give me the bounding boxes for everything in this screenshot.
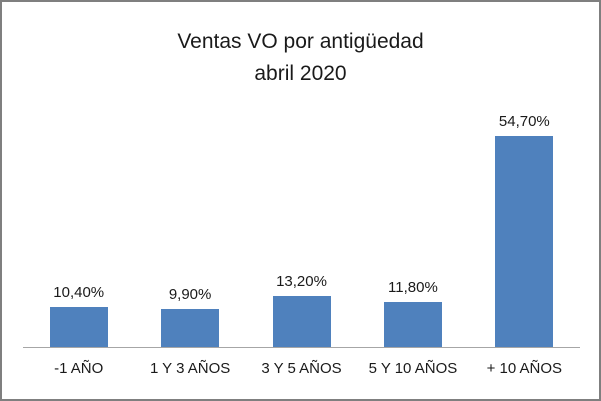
bar-3	[272, 296, 331, 347]
bar-4	[383, 302, 442, 347]
bar-5	[495, 136, 554, 347]
x-axis-line	[23, 347, 580, 348]
bar-slot: 10,40%	[23, 284, 134, 347]
bar-1	[49, 307, 108, 347]
bar-slot: 13,20%	[246, 273, 357, 347]
bar-slot: 9,90%	[134, 286, 245, 347]
x-axis-labels: -1 AÑO 1 Y 3 AÑOS 3 Y 5 AÑOS 5 Y 10 AÑOS + 1…	[23, 360, 580, 377]
category-label: 1 Y 3 AÑOS	[149, 360, 231, 377]
data-label: 54,70%	[498, 113, 550, 130]
data-label: 11,80%	[388, 279, 438, 296]
bar-slot: 54,70%	[469, 113, 580, 347]
category-label: + 10 AÑOS	[486, 360, 563, 377]
data-label: 10,40%	[53, 284, 105, 301]
data-label: 9,90%	[168, 286, 212, 303]
bar-2	[161, 309, 220, 347]
plot-area: 10,40% 9,90% 13,20% 11,80% 54,70%	[23, 113, 580, 347]
data-label: 13,20%	[276, 273, 327, 290]
chart-title-line1: Ventas VO por antigüedad	[177, 30, 424, 53]
bar-slot: 11,80%	[357, 279, 468, 347]
category-label: 5 Y 10 AÑOS	[368, 360, 458, 377]
chart-title: Ventas VO por antigüedad abril 2020	[2, 26, 599, 90]
category-label: 3 Y 5 AÑOS	[261, 360, 342, 377]
chart-title-line2: abril 2020	[254, 62, 347, 85]
category-label: -1 AÑO	[54, 360, 104, 377]
